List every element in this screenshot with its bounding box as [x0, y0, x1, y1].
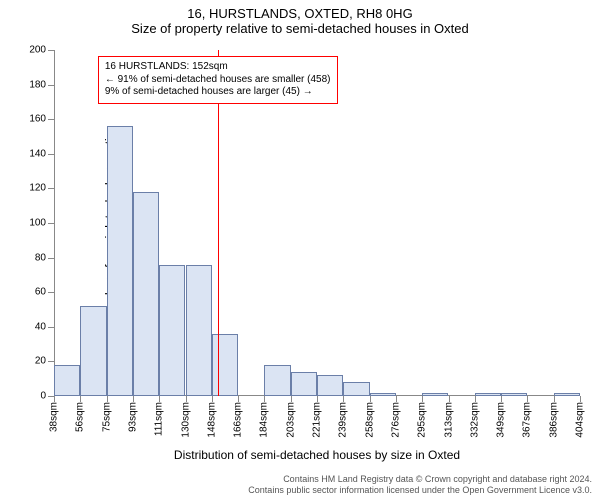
x-tick-label: 93sqm [127, 402, 138, 432]
histogram-bar [317, 375, 343, 396]
histogram-bar [475, 393, 501, 396]
x-tick-label: 203sqm [285, 402, 296, 438]
footer-line-2: Contains public sector information licen… [248, 485, 592, 496]
x-tick-label: 184sqm [259, 402, 270, 438]
title-line-1: 16, HURSTLANDS, OXTED, RH8 0HG [0, 6, 600, 21]
y-tick-label: 80 [35, 252, 54, 263]
histogram-bar [291, 372, 317, 396]
footer: Contains HM Land Registry data © Crown c… [248, 474, 592, 496]
x-tick-label: 404sqm [575, 402, 586, 438]
y-tick-label: 20 [35, 356, 54, 367]
x-tick-label: 258sqm [364, 402, 375, 438]
y-tick-label: 160 [29, 114, 54, 125]
histogram-bar [264, 365, 290, 396]
x-tick-label: 130sqm [180, 402, 191, 438]
y-tick-label: 60 [35, 287, 54, 298]
histogram-bar [422, 393, 448, 396]
x-tick-label: 313sqm [443, 402, 454, 438]
histogram-bar [186, 265, 212, 396]
x-tick-label: 75sqm [101, 402, 112, 432]
histogram-bar [107, 126, 133, 396]
x-tick-label: 148sqm [206, 402, 217, 438]
histogram-bar [80, 306, 106, 396]
reference-info-line: 16 HURSTLANDS: 152sqm [105, 61, 331, 74]
histogram-bar [370, 393, 396, 396]
y-tick-label: 180 [29, 79, 54, 90]
title-block: 16, HURSTLANDS, OXTED, RH8 0HG Size of p… [0, 0, 600, 36]
histogram-bar [133, 192, 159, 396]
histogram-bar [554, 393, 580, 396]
y-tick-label: 120 [29, 183, 54, 194]
histogram-bar [501, 393, 527, 396]
title-line-2: Size of property relative to semi-detach… [0, 21, 600, 36]
footer-line-1: Contains HM Land Registry data © Crown c… [248, 474, 592, 485]
reference-info-box: 16 HURSTLANDS: 152sqm← 91% of semi-detac… [98, 56, 338, 104]
chart-container: 16, HURSTLANDS, OXTED, RH8 0HG Size of p… [0, 0, 600, 500]
y-tick-label: 0 [40, 391, 54, 402]
plot-area: 02040608010012014016018020038sqm56sqm75s… [54, 50, 580, 396]
y-tick-label: 100 [29, 218, 54, 229]
histogram-bar [343, 382, 369, 396]
histogram-bar [212, 334, 238, 396]
x-tick-label: 295sqm [417, 402, 428, 438]
y-tick-label: 140 [29, 148, 54, 159]
x-tick-label: 221sqm [312, 402, 323, 438]
x-tick-label: 166sqm [233, 402, 244, 438]
histogram-bar [54, 365, 80, 396]
x-axis-title: Distribution of semi-detached houses by … [54, 448, 580, 462]
x-tick-label: 349sqm [496, 402, 507, 438]
y-tick-label: 40 [35, 321, 54, 332]
x-tick-label: 38sqm [49, 402, 60, 432]
x-tick-label: 276sqm [390, 402, 401, 438]
histogram-bar [159, 265, 185, 396]
reference-info-line: 9% of semi-detached houses are larger (4… [105, 86, 331, 99]
x-tick-label: 367sqm [522, 402, 533, 438]
x-tick-label: 56sqm [75, 402, 86, 432]
x-tick-label: 239sqm [338, 402, 349, 438]
x-tick-label: 386sqm [548, 402, 559, 438]
y-tick-label: 200 [29, 45, 54, 56]
x-tick-label: 111sqm [154, 402, 165, 436]
x-tick-label: 332sqm [469, 402, 480, 438]
reference-info-line: ← 91% of semi-detached houses are smalle… [105, 74, 331, 87]
